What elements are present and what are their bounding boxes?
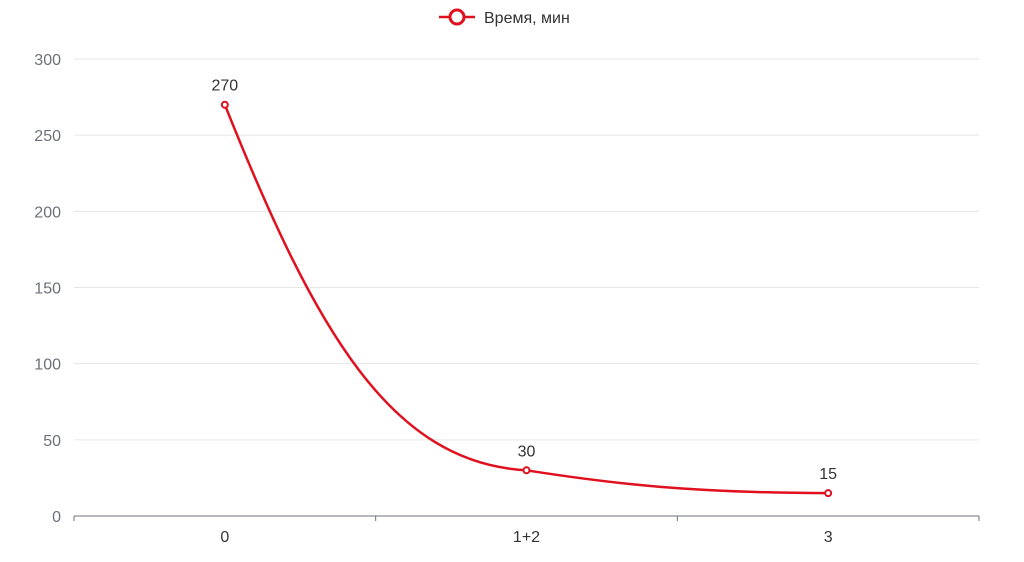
data-labels: 270 30 15 [211,78,837,483]
legend-marker-icon [448,8,466,26]
y-tick-label: 50 [43,433,61,450]
x-axis: 0 1+2 3 [73,515,980,546]
y-tick-label: 150 [34,281,61,298]
data-point[interactable] [522,466,531,475]
data-label: 270 [211,78,238,95]
series-line [223,104,829,495]
y-tick-label: 250 [34,128,61,145]
data-point[interactable] [824,489,833,498]
chart-legend[interactable]: Время, мин [439,8,570,27]
x-tick-label: 3 [824,529,833,546]
y-tick-label: 200 [34,204,61,221]
y-tick-label: 100 [34,357,61,374]
y-tick-label: 300 [34,52,61,69]
data-label: 15 [819,466,837,483]
data-point[interactable] [220,100,229,109]
y-axis: 0 50 100 150 200 250 300 [34,52,61,526]
data-label: 30 [518,443,536,460]
chart-grid [74,58,979,441]
x-tick-label: 0 [220,529,229,546]
x-tick-label: 1+2 [513,529,540,546]
legend-label[interactable]: Время, мин [484,10,570,27]
y-tick-label: 0 [52,509,61,526]
series-layer [220,100,833,498]
